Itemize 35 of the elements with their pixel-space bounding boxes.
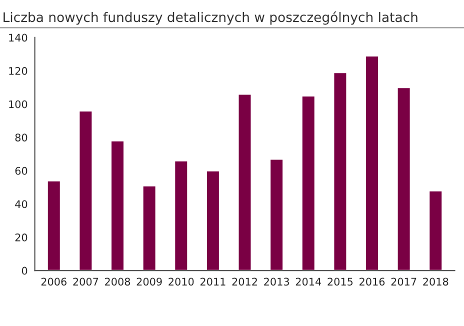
- bar: [332, 72, 348, 271]
- x-tick-label: 2016: [360, 278, 385, 286]
- bar: [301, 95, 316, 271]
- y-tick-label: 120: [9, 67, 28, 75]
- bar: [142, 184, 157, 271]
- y-tick-label: 60: [15, 166, 28, 175]
- x-tick-label: 2012: [232, 278, 257, 286]
- bar: [174, 160, 189, 271]
- bar: [206, 170, 220, 271]
- x-tick-label: 2015: [328, 278, 353, 286]
- bar: [78, 110, 94, 271]
- x-tick-label: 2010: [168, 278, 194, 286]
- x-tick-label: 2006: [41, 278, 66, 286]
- x-tick-label: 2013: [264, 278, 289, 286]
- bar: [428, 190, 444, 271]
- y-tick-label: 140: [9, 34, 28, 42]
- bar: [46, 180, 62, 271]
- y-tick-label: 20: [15, 234, 28, 242]
- y-tick-label: 80: [15, 134, 28, 142]
- x-tick-label: 2009: [136, 278, 162, 286]
- bar: [269, 158, 284, 271]
- x-tick-label: 2014: [296, 278, 322, 286]
- bar: [396, 86, 412, 271]
- bar: [364, 55, 380, 271]
- bar: [110, 140, 125, 271]
- y-tick-label: 40: [15, 200, 28, 208]
- x-tick-label: 2017: [391, 278, 416, 286]
- y-tick-label: 0: [22, 266, 28, 275]
- chart-title: Liczba nowych funduszy detalicznych w poszczególnych latach: [4, 11, 418, 25]
- bar: [237, 93, 252, 271]
- x-tick-label: 2011: [200, 278, 226, 286]
- y-tick-label: 100: [9, 100, 28, 108]
- x-tick-label: 2007: [73, 278, 98, 286]
- x-tick-label: 2008: [105, 278, 130, 286]
- x-tick-label: 2018: [423, 278, 448, 286]
